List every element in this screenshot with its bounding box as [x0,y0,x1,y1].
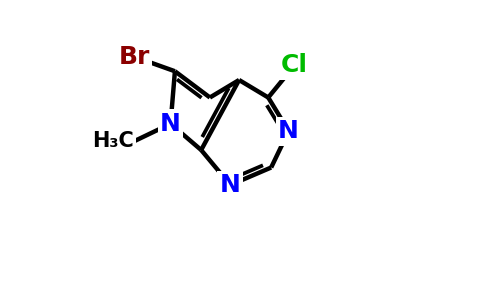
Text: Br: Br [119,45,150,69]
Text: H₃C: H₃C [92,131,134,151]
Text: Cl: Cl [281,53,308,77]
Text: N: N [220,173,241,197]
Text: N: N [160,112,181,136]
Text: N: N [278,119,299,143]
